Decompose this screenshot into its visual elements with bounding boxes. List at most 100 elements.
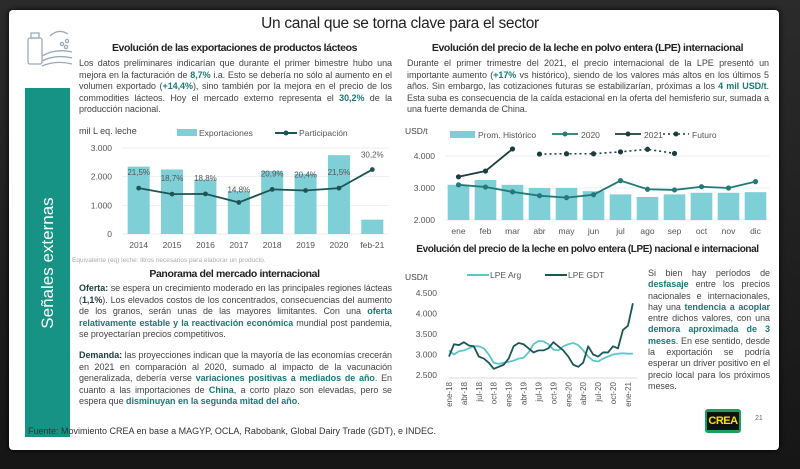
legend-label: Futuro [692, 130, 717, 140]
line-participacion [138, 168, 373, 204]
national-intl-heading: Evolución del precio de la leche en polv… [416, 244, 759, 255]
bar-exportaciones [227, 191, 250, 234]
bar-exportaciones [327, 155, 350, 234]
data-label: 20,9% [261, 169, 284, 178]
highlight: tendencia a acoplar [684, 301, 771, 312]
highlight: demora aproximada de 3 meses [648, 324, 770, 346]
legend-marker [562, 131, 568, 137]
bar-exportaciones [294, 173, 317, 234]
x-tick-label: 2014 [129, 240, 148, 250]
intl-price-paragraph: Durante el primer trimestre del 2021, el… [407, 58, 769, 116]
highlight: desfasaje [648, 279, 689, 290]
market-heading: Panorama del mercado internacional [149, 268, 320, 280]
data-label: 30,2% [361, 151, 384, 160]
logo-text: CREA [707, 412, 739, 430]
text: mundial post pandemia, se proyectarían p… [79, 317, 392, 340]
demand-paragraph: Demanda: las proyecciones indican que la… [79, 350, 392, 408]
x-tick-label: oct-19 [549, 381, 558, 404]
x-tick-label: jul [615, 226, 625, 236]
x-tick-label: dic [750, 226, 762, 236]
point-2020 [509, 189, 516, 195]
x-tick-label: jul-20 [594, 381, 603, 402]
legend-label: 2021 [644, 130, 663, 140]
label: Oferta: [79, 283, 109, 293]
x-tick-label: ene [451, 226, 465, 236]
bar-exportaciones [161, 169, 184, 234]
national-intl-chart: USD/t 2.500 3.000 3.500 4.000 4.500 LPE Arg LPE… [405, 270, 637, 407]
line-futuro [539, 148, 675, 155]
y-tick-label: 3.000 [416, 350, 438, 360]
highlight: 4 mil USD/t [718, 81, 767, 92]
x-tick-label: 2015 [163, 240, 182, 250]
point-2020 [671, 187, 678, 193]
bar-historico [582, 191, 605, 220]
text: . En ese sentido, desde la exportación s… [648, 335, 770, 391]
point-2020 [617, 178, 624, 184]
point-participacion [203, 191, 208, 197]
x-tick-label: jul-19 [534, 381, 543, 402]
point-2020 [590, 192, 597, 198]
y-tick-label: 3.000 [91, 143, 113, 153]
crea-logo: CREA [705, 409, 741, 433]
text: i.a. Esto se debería no sólo al aumento … [79, 69, 392, 92]
point-futuro [617, 149, 624, 155]
point-participacion [303, 188, 308, 193]
text: vs histórico), siendo de los valores más… [407, 69, 769, 92]
page-title: Un canal que se torna clave para el sect… [261, 15, 539, 32]
point-2021 [482, 168, 489, 174]
bar-exportaciones [261, 170, 284, 234]
x-tick-label: ene-18 [445, 381, 454, 406]
legend-marker [673, 131, 679, 137]
text: Durante el primer trimestre del 2021, el… [407, 58, 769, 80]
exports-paragraph: Los datos preliminares indicarían que du… [79, 58, 392, 116]
highlight: oferta relativamente estable y la reacti… [79, 306, 392, 328]
highlight: +17% [493, 69, 517, 80]
y-tick-label: 3.000 [414, 183, 436, 193]
intl-price-heading: Evolución del precio de la leche en polv… [431, 42, 744, 54]
bar-exportaciones [361, 219, 384, 234]
bar-historico [528, 188, 551, 220]
x-tick-label: ago [640, 226, 654, 236]
legend-label: 2020 [581, 130, 600, 140]
text: . [297, 396, 300, 407]
text: se espera un crecimiento moderado en las… [79, 283, 392, 305]
data-label: 18,8% [194, 174, 217, 183]
x-tick-label: oct-18 [490, 381, 499, 404]
x-tick-label: ene-21 [624, 381, 633, 406]
point-2020 [725, 185, 732, 191]
x-tick-label: may [558, 226, 575, 236]
x-tick-label: ene-20 [564, 381, 573, 406]
text: , a corto plazo son elevadas, pero se es… [79, 384, 392, 407]
y-tick-label: 2.500 [416, 370, 438, 380]
data-label: 18,7% [161, 174, 184, 183]
data-label: 21,5% [328, 168, 351, 177]
x-tick-label: 2020 [329, 240, 348, 250]
highlight: variaciones positivas a mediados de año [195, 373, 375, 384]
x-tick-label: jul-18 [475, 381, 484, 402]
text: ), sino también por la mejora en el prec… [79, 81, 392, 103]
highlight: +14,4% [162, 81, 193, 92]
legend-swatch-historico [450, 131, 475, 138]
point-futuro [563, 151, 570, 157]
bar-exportaciones [194, 179, 217, 234]
bar-historico [474, 180, 497, 220]
x-tick-label: abr [533, 226, 545, 236]
legend-marker [283, 130, 289, 136]
source-note: Fuente: Movimiento CREA en base a MAGYP,… [28, 426, 437, 436]
bar-historico [636, 196, 659, 220]
point-2020 [698, 184, 705, 190]
bar-historico [447, 184, 470, 220]
bar-historico [501, 184, 524, 220]
label: Demanda: [79, 350, 123, 360]
y-tick-label: 4.000 [416, 309, 438, 319]
text: Si bien hay períodos de [648, 268, 770, 278]
point-futuro [536, 151, 543, 157]
legend-marker [625, 131, 631, 137]
point-2020 [482, 184, 489, 190]
x-tick-label: ene-19 [505, 381, 514, 406]
x-tick-label: jun [587, 226, 600, 236]
highlight: China [208, 384, 234, 395]
text: . En cuanto a las importaciones de [79, 373, 392, 395]
point-2020 [752, 179, 759, 185]
point-participacion [236, 200, 242, 205]
